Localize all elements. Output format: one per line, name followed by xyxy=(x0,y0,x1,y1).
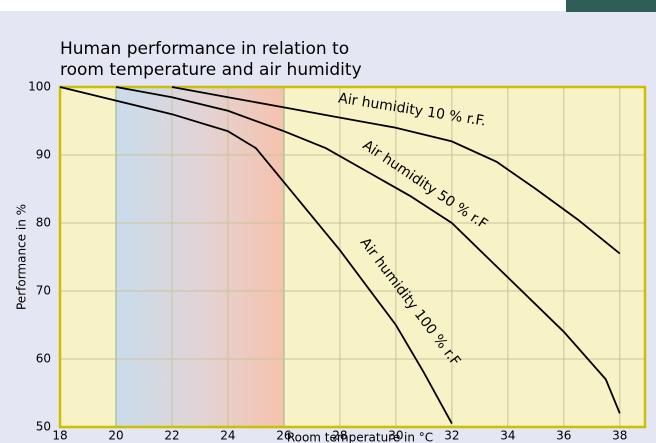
x-tick-label: 34 xyxy=(500,429,515,443)
chart-title: Human performance in relation to xyxy=(60,39,349,59)
curve xyxy=(59,86,453,425)
x-tick-label: 20 xyxy=(108,429,123,443)
y-tick-label: 60 xyxy=(36,352,51,366)
x-tick-label: 22 xyxy=(164,429,179,443)
x-tick-label: 38 xyxy=(612,429,627,443)
curve xyxy=(115,86,621,414)
y-tick-label: 100 xyxy=(28,80,51,94)
x-tick-label: 26 xyxy=(276,429,291,443)
y-tick-label: 90 xyxy=(36,148,51,162)
plot-border xyxy=(58,85,647,429)
x-axis-label: Room temperature in °C xyxy=(287,431,433,443)
x-tick-label: 28 xyxy=(332,429,347,443)
top-strip xyxy=(0,0,656,11)
y-tick-label: 70 xyxy=(36,284,51,298)
y-tick-label: 50 xyxy=(36,420,51,434)
x-tick-label: 36 xyxy=(556,429,571,443)
y-tick-label: 80 xyxy=(36,216,51,230)
comfort-zone xyxy=(115,87,284,427)
y-axis-label: Performance in % xyxy=(15,204,29,310)
x-tick-label: 24 xyxy=(220,429,235,443)
curve xyxy=(171,86,621,255)
x-tick-label: 30 xyxy=(388,429,403,443)
x-tick-label: 18 xyxy=(52,429,67,443)
chart-title: room temperature and air humidity xyxy=(60,60,362,80)
x-tick-label: 32 xyxy=(444,429,459,443)
corner-image xyxy=(566,0,656,12)
